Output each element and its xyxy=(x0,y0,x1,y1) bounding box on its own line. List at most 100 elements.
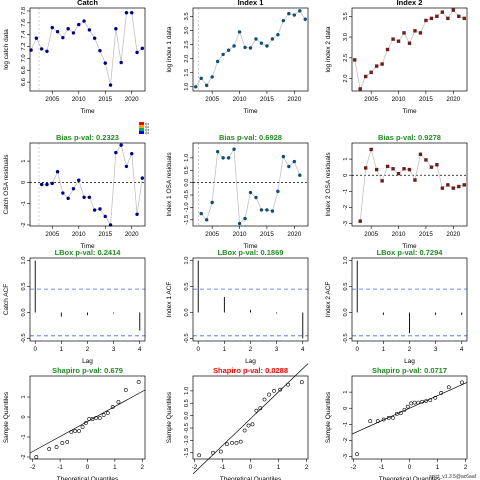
data-point xyxy=(424,158,428,162)
y-tick-label: -3 xyxy=(343,454,349,459)
panel-title: LBox p-val: 0.7294 xyxy=(377,248,444,257)
data-point xyxy=(429,16,434,21)
x-tick-label: 2 xyxy=(464,464,468,471)
qq-point xyxy=(391,416,395,420)
data-point xyxy=(462,183,466,187)
qq-point xyxy=(299,380,304,385)
qq-point xyxy=(73,429,78,433)
plot-frame xyxy=(351,375,468,460)
data-point xyxy=(243,45,247,50)
data-point xyxy=(210,200,214,205)
x-tick-label: 1 xyxy=(223,346,227,353)
panel-p10: Bias p-val: 0.2323 Time Catch OSA residual… xyxy=(3,133,146,250)
data-point xyxy=(45,49,49,53)
x-tick-label: 1 xyxy=(277,464,281,471)
legend-label-q3: Q3 xyxy=(145,128,149,132)
x-tick-label: 4 xyxy=(138,346,142,353)
y-tick-label: 1.0 xyxy=(184,83,190,91)
panel-title: LBox p-val: 0.1869 xyxy=(218,248,284,257)
x-tick-label: 1 xyxy=(436,464,440,471)
qq-point xyxy=(123,388,128,392)
y-tick-label: 7.6 xyxy=(21,19,27,27)
data-point xyxy=(298,173,302,177)
y-axis-label: Sample Quantiles xyxy=(166,391,173,443)
y-tick-label: 0 xyxy=(21,181,27,184)
data-point xyxy=(440,10,445,14)
qq-point xyxy=(242,428,247,433)
legend-label-q4: Q4 xyxy=(145,131,149,135)
series-line xyxy=(354,9,465,91)
data-point xyxy=(248,46,253,50)
data-point xyxy=(108,83,113,87)
data-point xyxy=(435,163,439,167)
legend-swatch-q1 xyxy=(139,122,144,125)
data-point xyxy=(232,44,236,48)
qq-point xyxy=(97,416,102,420)
qq-point xyxy=(116,400,121,404)
panel-title: Shapiro p-val: 0.679 xyxy=(52,366,123,375)
qq-line xyxy=(351,382,468,435)
panel-p12: Bias p-val: 0.9278 Time Index 2 OSA residu… xyxy=(325,133,468,250)
data-point xyxy=(440,186,445,190)
qq-point xyxy=(405,404,410,409)
qq-point xyxy=(101,413,106,417)
y-tick-label: 0.0 xyxy=(184,308,190,316)
y-axis-label: Sample Quantiles xyxy=(3,391,10,443)
x-tick-label: 1 xyxy=(382,346,386,353)
data-point xyxy=(265,44,269,48)
data-point xyxy=(363,74,368,79)
data-point xyxy=(396,39,401,43)
data-point xyxy=(82,19,86,23)
series-line xyxy=(41,144,143,227)
qq-point xyxy=(211,450,215,455)
qq-point xyxy=(402,407,407,412)
y-tick-label: 7.0 xyxy=(21,54,27,62)
x-tick-label: 0 xyxy=(86,464,90,471)
x-tick-label: 2015 xyxy=(419,231,433,238)
x-tick-label: 2010 xyxy=(392,96,406,103)
y-tick-label: 0.5 xyxy=(184,283,190,291)
y-tick-label: 0.5 xyxy=(184,399,190,407)
data-point xyxy=(446,16,450,21)
x-tick-label: 0 xyxy=(197,346,201,353)
data-point xyxy=(119,143,123,147)
y-tick-label: 1.0 xyxy=(184,387,190,395)
x-axis-label: Time xyxy=(402,108,417,115)
panel-p00: Catch Time log catch data 2005 2010 2015 2020 6… xyxy=(3,0,146,115)
panel-p30: Shapiro p-val: 0.679 Theoretical Quantile… xyxy=(3,366,146,480)
y-tick-label: -1 xyxy=(21,201,27,206)
qq-point xyxy=(258,406,263,411)
x-tick-label: 2005 xyxy=(364,96,378,103)
x-tick-label: 2020 xyxy=(287,231,301,238)
data-point xyxy=(114,150,118,155)
panel-title: Bias p-val: 0.9278 xyxy=(378,133,441,142)
data-point xyxy=(210,75,214,79)
x-tick-label: 2015 xyxy=(98,96,112,103)
x-axis-label: Time xyxy=(80,243,95,250)
x-tick-label: 2020 xyxy=(287,96,301,103)
qq-point xyxy=(446,385,451,390)
panel-title: Index 2 xyxy=(397,0,423,7)
panel-title: Index 1 xyxy=(238,0,264,7)
data-point xyxy=(130,151,134,156)
y-tick-label: -2 xyxy=(21,454,27,459)
x-tick-label: 0 xyxy=(356,346,360,353)
data-point xyxy=(77,178,81,182)
data-point xyxy=(114,27,118,31)
x-tick-label: 2 xyxy=(86,346,90,353)
series-line xyxy=(30,12,143,86)
x-tick-label: 2010 xyxy=(233,231,247,238)
x-axis-label: Lag xyxy=(82,358,93,365)
data-point xyxy=(243,216,247,221)
data-point xyxy=(451,186,456,190)
data-point xyxy=(119,60,123,65)
x-axis-label: Lag xyxy=(404,358,415,365)
data-point xyxy=(66,196,70,201)
y-tick-label: 2.0 xyxy=(343,75,349,83)
y-tick-label: -1.0 xyxy=(184,202,190,212)
x-tick-label: -2 xyxy=(30,464,36,471)
panel-title: Bias p-val: 0.6928 xyxy=(219,133,282,142)
y-tick-label: 1.0 xyxy=(343,257,349,265)
data-point xyxy=(140,46,145,51)
x-tick-label: 2020 xyxy=(446,231,460,238)
